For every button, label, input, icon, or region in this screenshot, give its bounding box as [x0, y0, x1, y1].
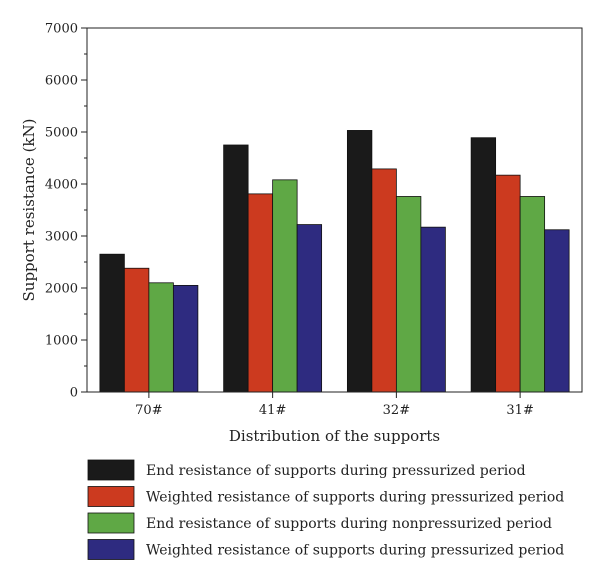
bar-41-series-3 [272, 179, 298, 393]
legend-label-2: Weighted resistance of supports during p… [146, 490, 564, 506]
x-tick-label: 32# [383, 403, 410, 418]
bar-41-series-1 [223, 144, 249, 393]
y-tick-label: 6000 [45, 74, 78, 89]
bar-70-series-4 [172, 284, 199, 393]
y-tick-label: 1000 [45, 334, 78, 349]
legend-swatch-1 [87, 459, 135, 481]
axis-labels: Distribution of the supports Support resi… [20, 119, 440, 445]
bar-70-series-1 [99, 253, 125, 393]
y-tick-label: 0 [70, 386, 78, 401]
bar-32-series-2 [371, 168, 397, 393]
bar-31-series-2 [495, 174, 521, 393]
y-tick-label: 5000 [45, 126, 78, 141]
legend-label-1: End resistance of supports during pressu… [146, 463, 526, 479]
legend-swatch-3 [87, 512, 135, 534]
legend-swatch-4 [87, 539, 135, 560]
y-tick-label: 7000 [45, 22, 78, 37]
bar-32-series-3 [395, 196, 422, 393]
bar-70-series-2 [123, 267, 150, 393]
y-tick-label: 3000 [45, 230, 78, 245]
plot-area [99, 130, 570, 393]
legend-label-3: End resistance of supports during nonpre… [146, 516, 552, 532]
bar-41-series-2 [247, 193, 274, 393]
bar-31-series-4 [544, 229, 570, 393]
bar-70-series-3 [148, 282, 174, 393]
bar-31-series-3 [519, 196, 546, 393]
bar-32-series-4 [420, 226, 446, 393]
x-tick-label: 70# [135, 403, 162, 418]
bar-32-series-1 [346, 130, 373, 393]
x-axis-title: Distribution of the supports [229, 427, 440, 445]
x-tick-label: 31# [506, 403, 533, 418]
bar-41-series-4 [296, 224, 323, 393]
legend-label-4: Weighted resistance of supports during p… [146, 543, 564, 559]
bar-31-series-1 [470, 137, 497, 393]
y-tick-label: 2000 [45, 282, 78, 297]
y-tick-label: 4000 [45, 178, 78, 193]
axes: 0 1000 2000 3000 4000 5000 6000 7000 70# 41# 32# 31… [45, 22, 583, 418]
legend-swatch-2 [87, 486, 135, 507]
y-axis-title: Support resistance (kN) [20, 119, 38, 302]
legend: End resistance of supports during pressu… [87, 459, 564, 560]
x-tick-label: 41# [259, 403, 286, 418]
